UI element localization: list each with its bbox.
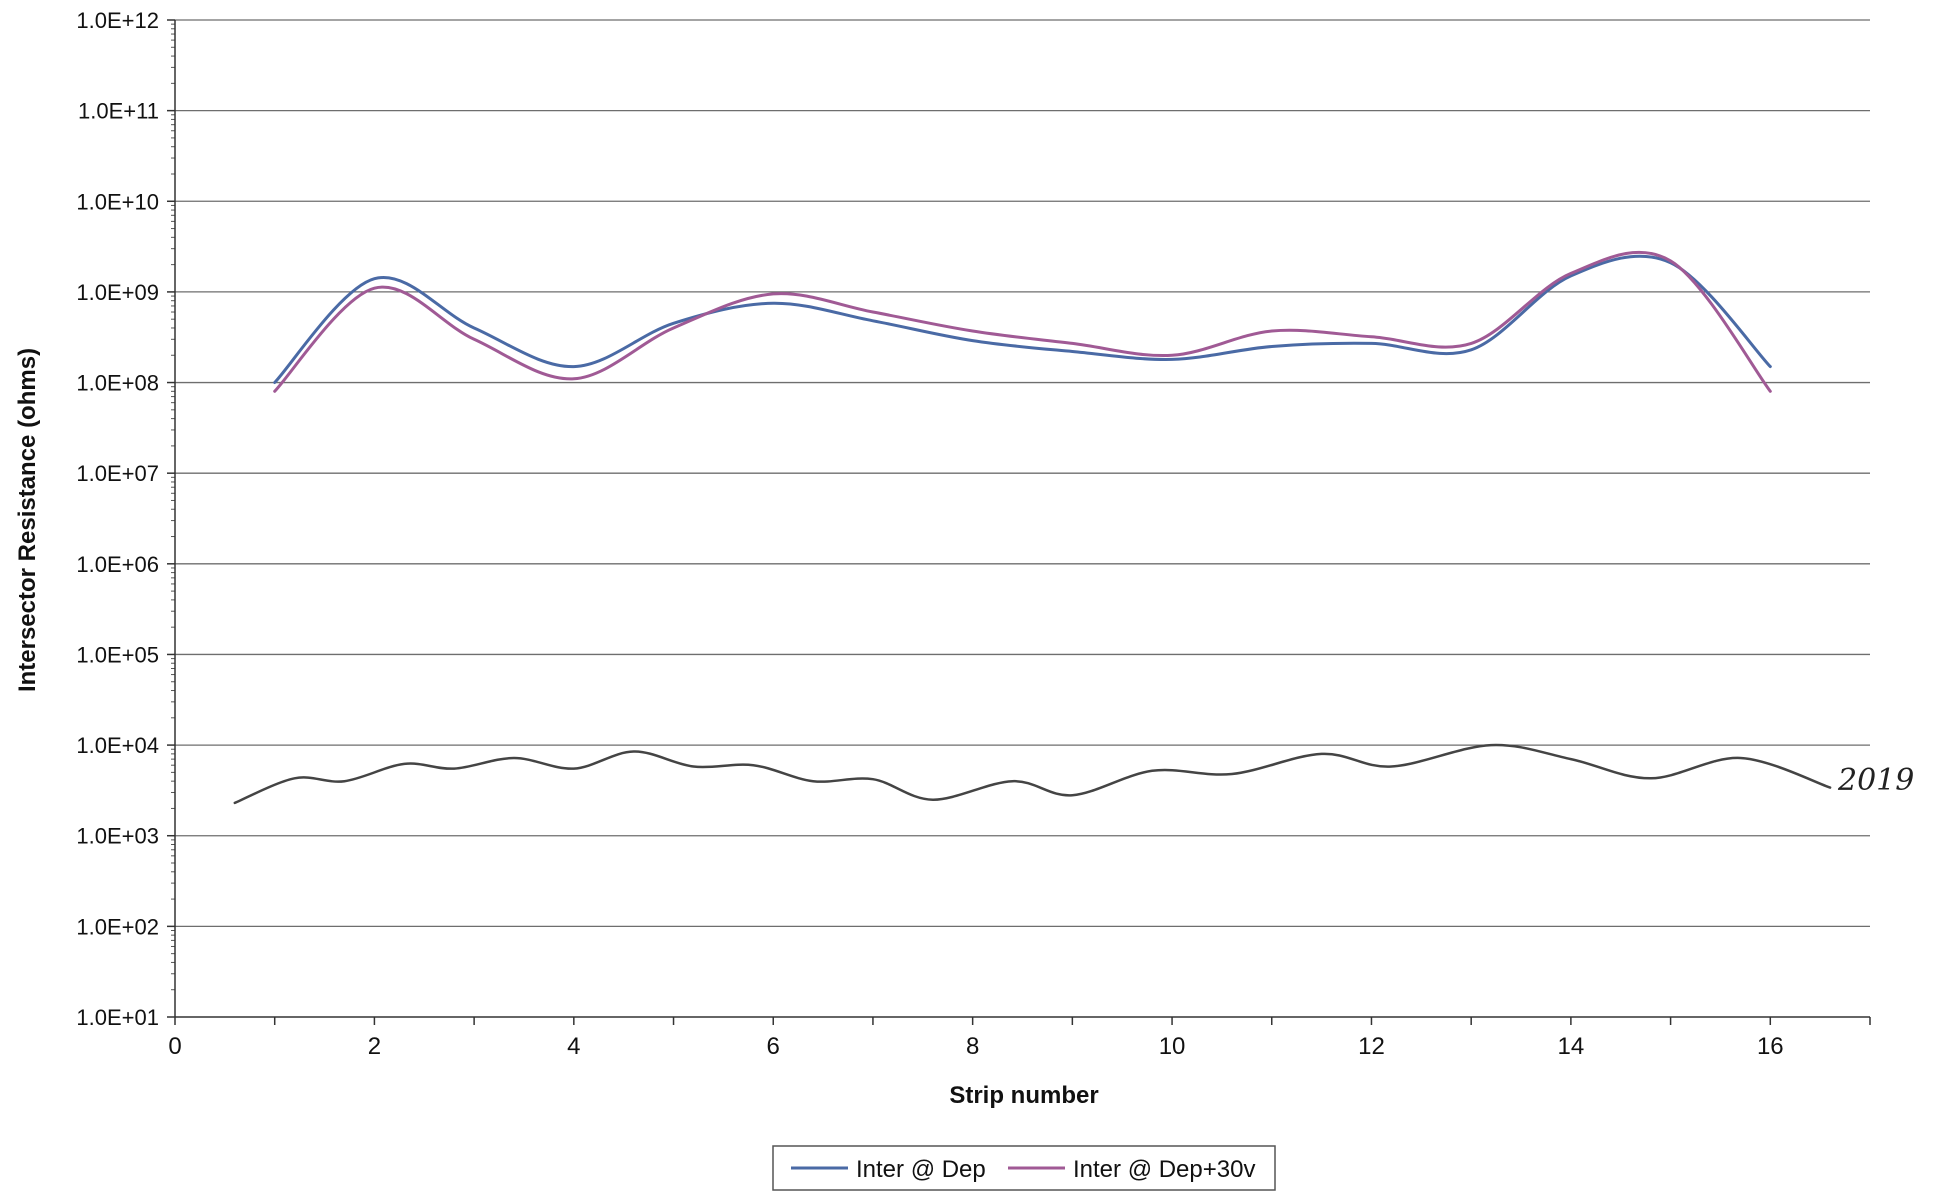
gridlines (175, 19, 1870, 928)
y-tick-label: 1.0E+12 (76, 8, 159, 33)
x-tick-labels: 0 2 4 6 8 10 12 14 16 (168, 1017, 1871, 1060)
y-tick-label: 1.0E+03 (76, 824, 159, 849)
legend-label-inter-dep: Inter @ Dep (856, 1156, 986, 1183)
x-tick-label: 6 (767, 1033, 780, 1060)
y-tick-label: 1.0E+01 (76, 1005, 159, 1030)
y-tick-label: 1.0E+09 (76, 280, 159, 305)
y-tick-label: 1.0E+10 (76, 189, 159, 214)
handwritten-annotation: 2019 (1837, 763, 1914, 798)
y-axis-title: Intersector Resistance (ohms) (14, 348, 41, 692)
x-tick-label: 10 (1159, 1033, 1186, 1060)
series-line-1 (273, 250, 1772, 393)
x-tick-label: 14 (1558, 1033, 1585, 1060)
series-line-0 (273, 254, 1772, 384)
x-tick-label: 8 (966, 1033, 979, 1060)
y-tick-label: 1.0E+02 (76, 914, 159, 939)
x-tick-label: 12 (1358, 1033, 1385, 1060)
legend: Inter @ Dep Inter @ Dep+30v (772, 1145, 1276, 1191)
legend-label-inter-dep-30v: Inter @ Dep+30v (1073, 1156, 1255, 1183)
x-tick-label: 16 (1757, 1033, 1784, 1060)
data-series (233, 250, 1832, 805)
y-tick-label: 1.0E+07 (76, 461, 159, 486)
y-tick-label: 1.0E+04 (76, 733, 159, 758)
y-tick-labels: 1.0E+01 1.0E+02 1.0E+03 1.0E+04 1.0E+05 1.0E+… (76, 8, 175, 1030)
y-tick-label: 1.0E+08 (76, 371, 159, 396)
x-tick-label: 0 (168, 1033, 181, 1060)
x-tick-label: 4 (567, 1033, 580, 1060)
x-tick-label: 2 (368, 1033, 381, 1060)
y-tick-label: 1.0E+06 (76, 552, 159, 577)
x-axis-title: Strip number (949, 1082, 1098, 1109)
y-tick-label: 1.0E+05 (76, 642, 159, 667)
handwritten-series-line (233, 743, 1832, 805)
y-tick-label: 1.0E+11 (78, 99, 159, 124)
